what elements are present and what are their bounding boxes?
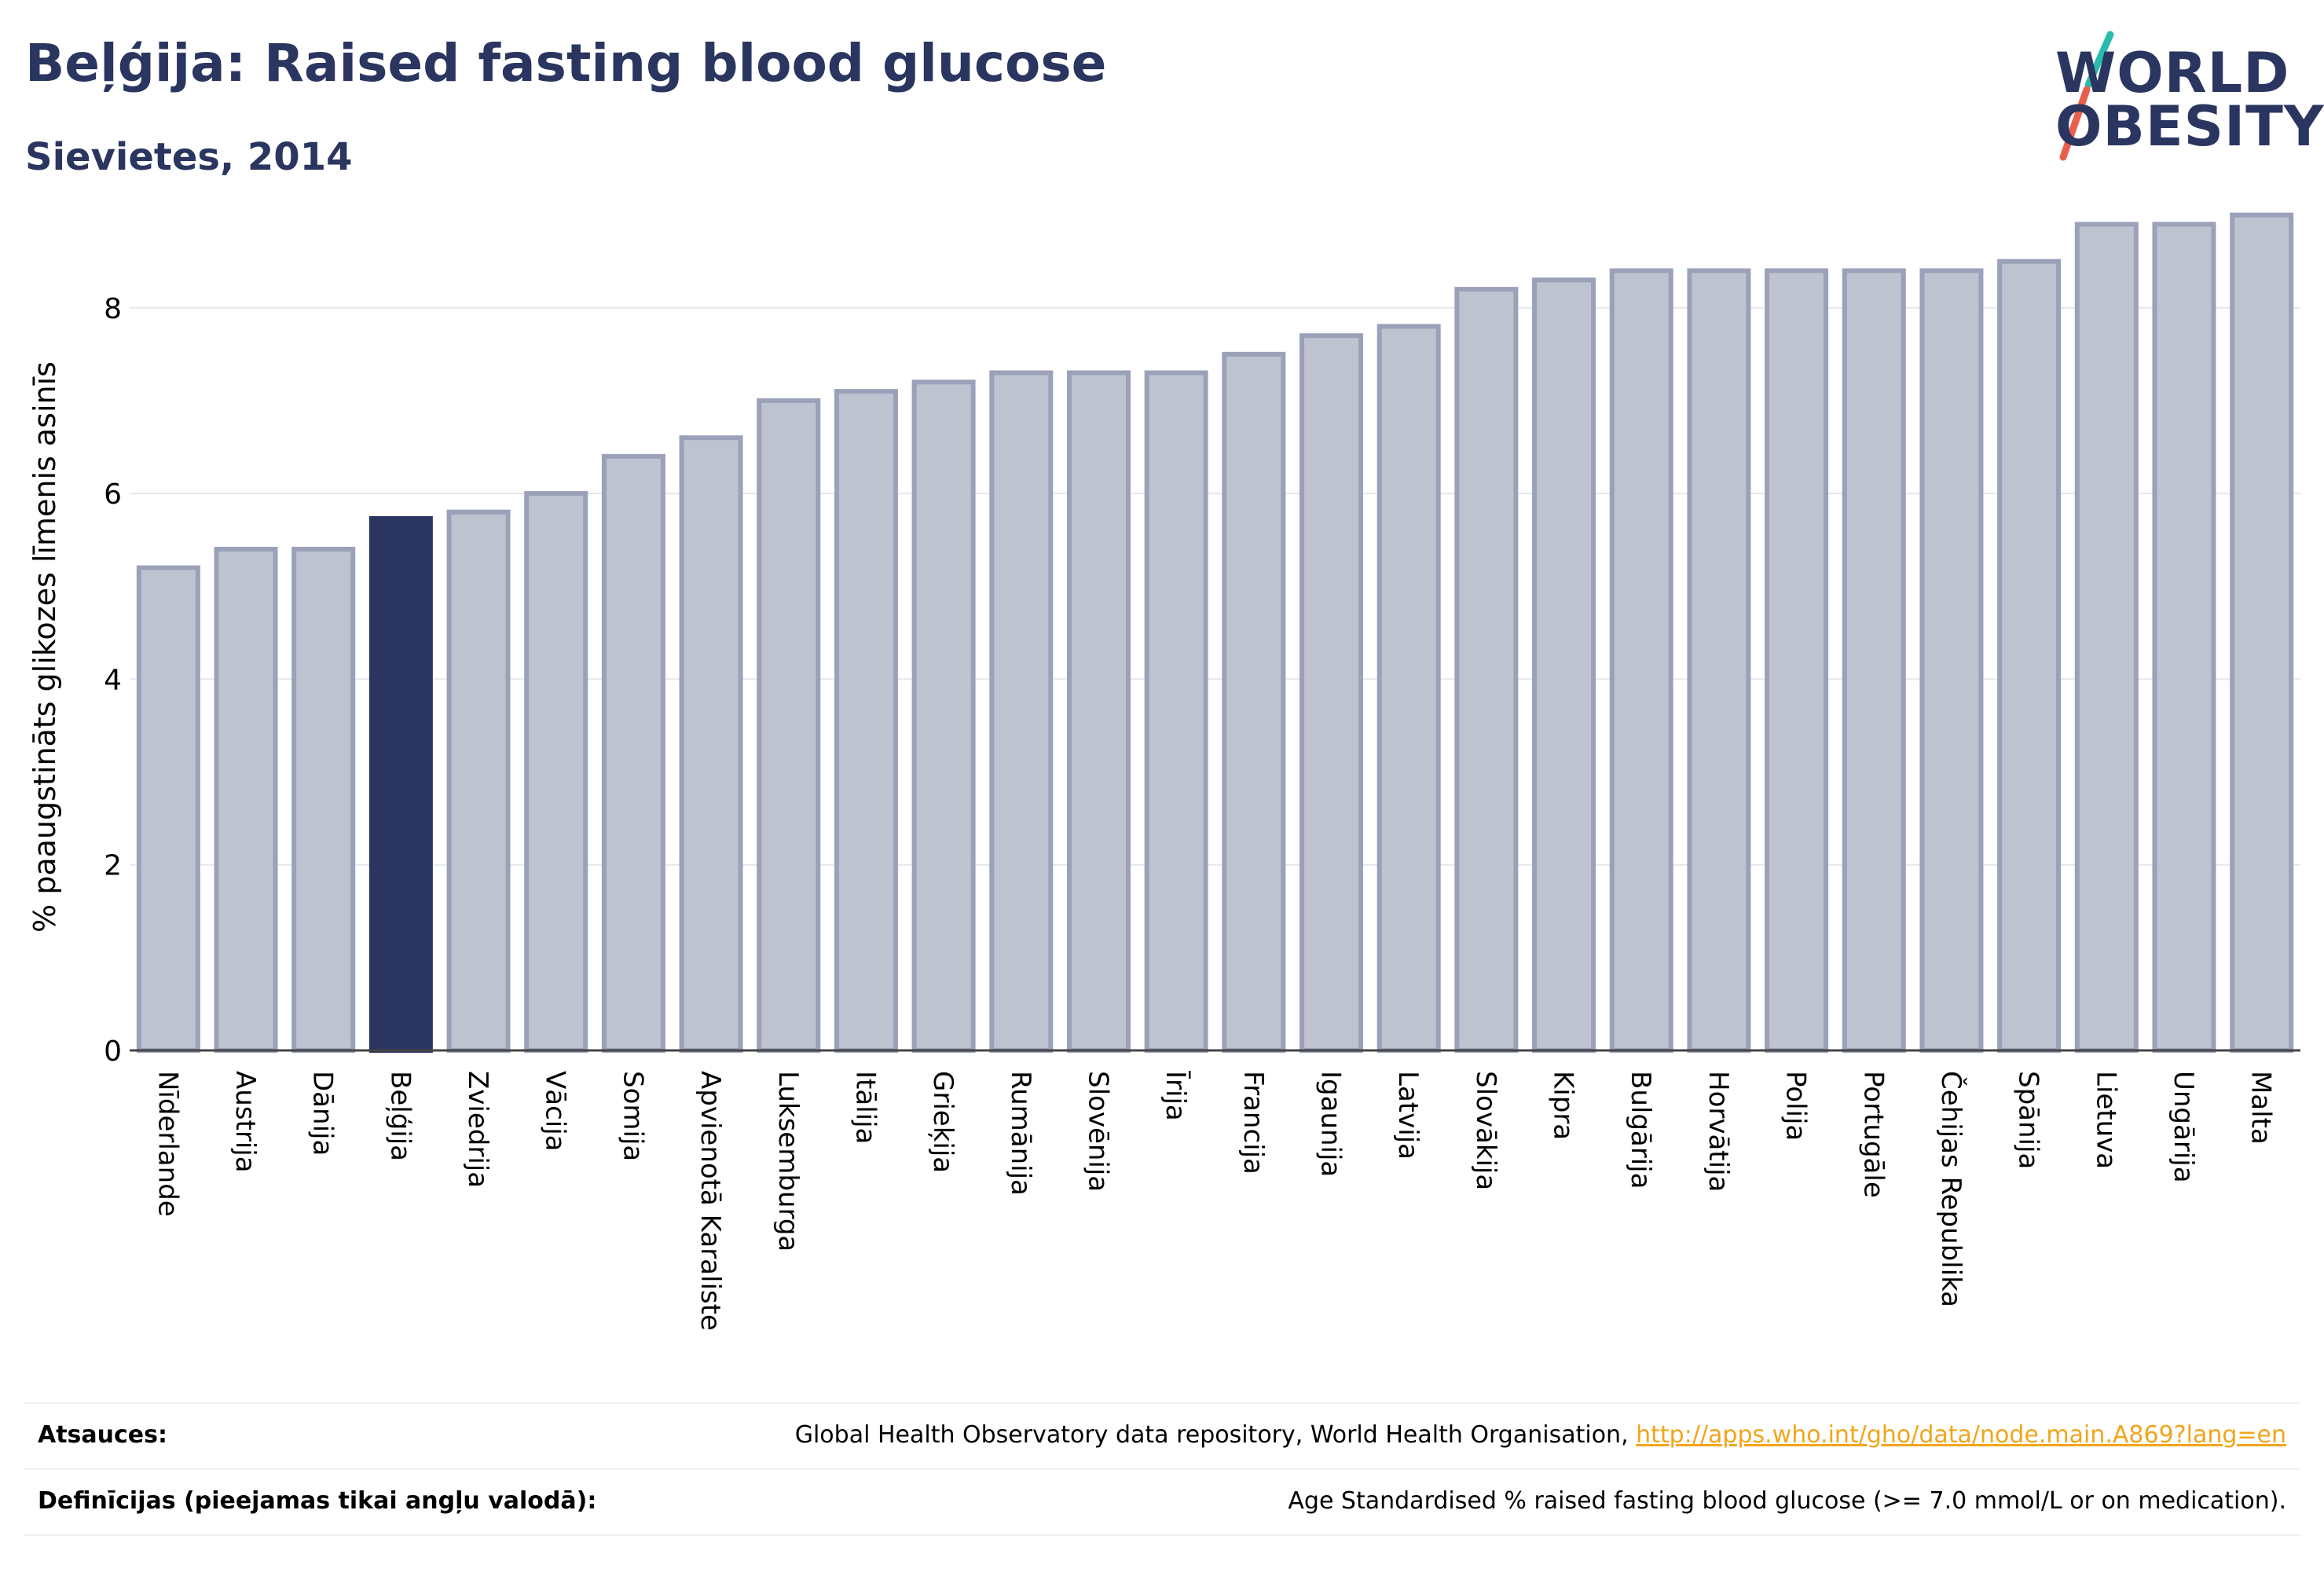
sources-link[interactable]: http://apps.who.int/gho/data/node.main.A… bbox=[1636, 1421, 2286, 1449]
x-tick-label: Apvienotā Karaliste bbox=[695, 1071, 726, 1331]
x-tick-label: Kipra bbox=[1548, 1071, 1579, 1140]
x-tick-label: Dānija bbox=[307, 1071, 339, 1156]
x-tick-label: Itālija bbox=[849, 1071, 881, 1144]
bar bbox=[1144, 370, 1208, 1053]
x-tick-label: Bulgārija bbox=[1625, 1071, 1656, 1189]
x-tick-label: Francija bbox=[1237, 1071, 1269, 1175]
bar bbox=[1532, 277, 1596, 1053]
bar bbox=[291, 546, 356, 1053]
logo-line-1: WORLD bbox=[2055, 41, 2290, 105]
bar bbox=[1454, 287, 1519, 1053]
bar bbox=[446, 509, 511, 1053]
x-tick-label: Luksemburga bbox=[772, 1071, 804, 1252]
x-tick-label: Zviedrija bbox=[462, 1071, 493, 1188]
bars bbox=[136, 212, 2294, 1054]
logo-line-2: OBESITY bbox=[2055, 94, 2324, 159]
sources-row: Atsauces: Global Health Observatory data… bbox=[24, 1402, 2300, 1468]
bar bbox=[757, 398, 821, 1054]
y-tick-labels: 0 2 4 6 8 bbox=[104, 293, 122, 1068]
x-tick-label: Vācija bbox=[540, 1071, 571, 1152]
definitions-label: Definīcijas (pieejamas tikai angļu valod… bbox=[38, 1487, 597, 1515]
bar bbox=[1066, 370, 1131, 1053]
x-tick-label: Slovēnija bbox=[1082, 1071, 1113, 1192]
bar bbox=[1919, 268, 1984, 1053]
bar bbox=[214, 546, 278, 1053]
world-obesity-logo: WORLD OBESITY bbox=[2043, 24, 2324, 165]
sources-label: Atsauces: bbox=[38, 1421, 167, 1449]
bar bbox=[524, 491, 588, 1053]
x-tick-label: Malta bbox=[2245, 1071, 2277, 1145]
y-tick-label: 6 bbox=[104, 478, 122, 511]
sources-table: Atsauces: Global Health Observatory data… bbox=[24, 1402, 2300, 1536]
bar bbox=[679, 435, 743, 1053]
bar-highlight bbox=[368, 515, 433, 1053]
x-tick-label: Polija bbox=[1780, 1071, 1812, 1141]
x-tick-label: Latvija bbox=[1392, 1071, 1424, 1160]
bar bbox=[1997, 258, 2062, 1053]
bar-chart: 0 2 4 6 8 Nīderlande Austrija Dānija Beļģija Zvi… bbox=[27, 212, 2300, 1331]
bar bbox=[989, 370, 1054, 1053]
y-tick-label: 4 bbox=[104, 664, 122, 696]
page-title: Beļģija: Raised fasting blood glucose bbox=[25, 33, 1107, 93]
bar bbox=[1222, 351, 1286, 1053]
y-axis-title: % paaugstināts glikozes līmenis asinīs bbox=[27, 361, 62, 933]
bar bbox=[834, 389, 898, 1053]
y-tick-label: 8 bbox=[104, 293, 122, 325]
bar bbox=[1299, 333, 1364, 1053]
x-tick-label: Beļģija bbox=[384, 1071, 416, 1161]
bar bbox=[1687, 268, 1751, 1053]
x-tick-label: Austrija bbox=[229, 1071, 261, 1173]
bar bbox=[1842, 268, 1906, 1053]
bar bbox=[601, 453, 665, 1053]
x-tick-label: Nīderlande bbox=[152, 1071, 183, 1217]
bar bbox=[2074, 222, 2139, 1053]
bar bbox=[1376, 324, 1441, 1054]
bar bbox=[136, 565, 200, 1053]
x-tick-label: Slovākija bbox=[1470, 1071, 1501, 1190]
logo-slash-icon bbox=[2059, 31, 2114, 161]
x-tick-labels: Nīderlande Austrija Dānija Beļģija Zviedrija… bbox=[152, 1071, 2276, 1331]
x-tick-label: Čehijas Republika bbox=[1935, 1071, 1967, 1307]
x-tick-label: Rumānija bbox=[1005, 1071, 1036, 1196]
x-tick-label: Grieķija bbox=[927, 1071, 959, 1173]
x-tick-label: Īrija bbox=[1160, 1071, 1191, 1121]
y-tick-label: 2 bbox=[104, 850, 122, 882]
bar bbox=[2152, 222, 2216, 1053]
page-subtitle: Sievietes, 2014 bbox=[25, 135, 353, 179]
x-tick-label: Lietuva bbox=[2090, 1071, 2121, 1169]
definitions-row: Definīcijas (pieejamas tikai angļu valod… bbox=[24, 1468, 2300, 1536]
sources-text: Global Health Observatory data repositor… bbox=[794, 1421, 1637, 1449]
x-tick-label: Spānija bbox=[2013, 1071, 2044, 1169]
x-tick-label: Somija bbox=[617, 1071, 648, 1161]
bar bbox=[911, 379, 976, 1054]
bar bbox=[1609, 268, 1673, 1053]
x-tick-label: Ungārija bbox=[2168, 1071, 2199, 1183]
x-tick-label: Igaunija bbox=[1315, 1071, 1347, 1177]
y-tick-label: 0 bbox=[104, 1035, 122, 1068]
sources-value: Global Health Observatory data repositor… bbox=[795, 1421, 2286, 1449]
bar bbox=[1765, 268, 1829, 1053]
bar bbox=[2230, 212, 2294, 1053]
definitions-text: Age Standardised % raised fasting blood … bbox=[1288, 1487, 2286, 1515]
x-tick-label: Portugāle bbox=[1857, 1071, 1889, 1198]
x-tick-label: Horvātija bbox=[1703, 1071, 1734, 1192]
